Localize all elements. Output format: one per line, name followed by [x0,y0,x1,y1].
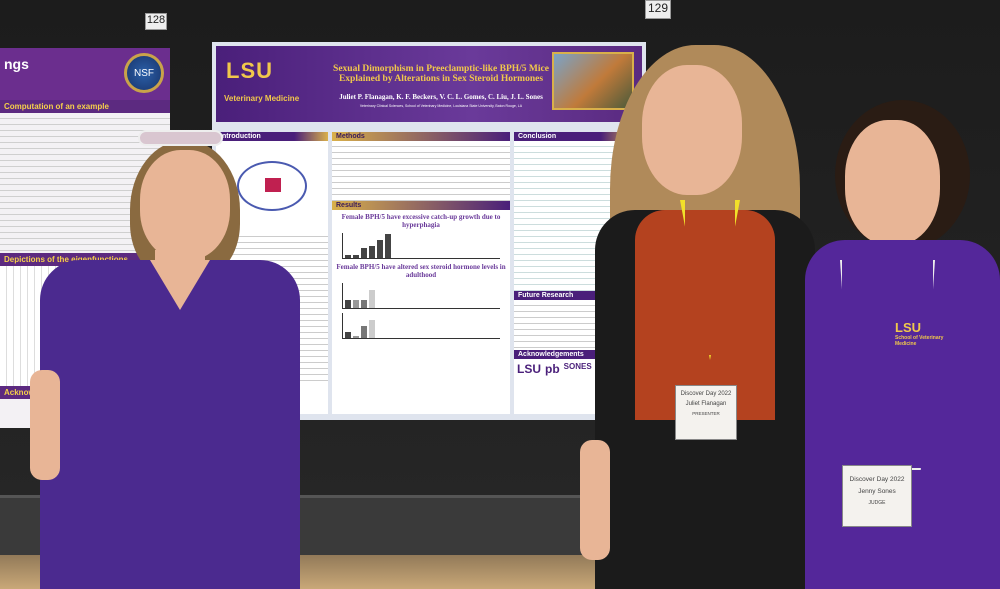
result-heading: Female BPH/5 have altered sex steroid ho… [336,263,506,279]
sunglasses-icon [138,130,223,146]
ack-logo: SONES [563,362,592,371]
cycle-diagram [237,161,307,211]
poster-title: Sexual Dimorphism in Preeclamptic-like B… [333,64,549,84]
hormone-chart [342,313,500,339]
person-center: Discover Day 2022 Juliet Flanagan PRESEN… [580,40,830,589]
purple-polo [805,240,1000,589]
poster-affiliation: Veterinary Clinical Sciences, School of … [359,104,523,108]
booth-number-left: 128 [145,13,167,30]
arm [580,440,610,560]
arm [30,370,60,480]
section-heading: Methods [332,132,510,141]
name-badge-judge: Discover Day 2022 Jenny Sones JUDGE [842,465,912,527]
badge-name: Jenny Sones [858,488,896,495]
shirt-logo-text: LSU [895,320,921,335]
tiger-photo [552,52,634,110]
hormone-chart [342,283,500,309]
methods-results-column: Methods Results Female BPH/5 have excess… [332,132,510,414]
ack-logo: LSU [517,362,541,376]
badge-event: Discover Day 2022 [680,391,732,397]
ack-logo: pb [545,362,560,376]
name-badge-presenter: Discover Day 2022 Juliet Flanagan PRESEN… [675,385,737,440]
section-heading: Results [332,201,510,210]
shirt-lsu-logo: LSU School of Veterinary Medicine [895,320,955,347]
lsu-logo: LSU [226,58,273,83]
methods-text [332,141,510,201]
person-right: LSU School of Veterinary Medicine Discove… [800,95,1000,589]
badge-event: Discover Day 2022 [849,476,905,483]
left-poster-title: ngs [4,56,29,72]
section-heading: Computation of an example [0,100,170,113]
shirt-logo-sub: School of Veterinary Medicine [895,335,944,347]
badge-role: JUDGE [868,500,886,506]
section-heading: Conclusion [514,132,638,141]
purple-scrubs [40,260,300,589]
section-heading: Introduction [216,132,328,141]
booth-number-right: 129 [645,0,671,19]
poster-authors: Juliet P. Flanagan, K. F. Beckers, V. C.… [339,93,543,101]
face [845,120,940,245]
badge-name: Juliet Flanagan [685,401,727,407]
white-lanyard [840,260,935,470]
section-heading: Acknowledgements [514,350,638,359]
vet-med-logo-text: Veterinary Medicine [224,94,300,103]
badge-role: PRESENTER [692,411,720,416]
poster-banner: LSU Veterinary Medicine Sexual Dimorphis… [216,46,642,122]
person-left [30,130,310,589]
ack-logos: LSU pb SONES [514,359,638,379]
body-weight-chart [342,233,500,259]
section-heading: Future Research [514,291,638,300]
face [140,150,230,260]
face [642,65,742,195]
result-heading: Female BPH/5 have excessive catch-up gro… [341,213,501,229]
nsf-logo: NSF [124,53,164,93]
fetus-icon [265,178,281,192]
